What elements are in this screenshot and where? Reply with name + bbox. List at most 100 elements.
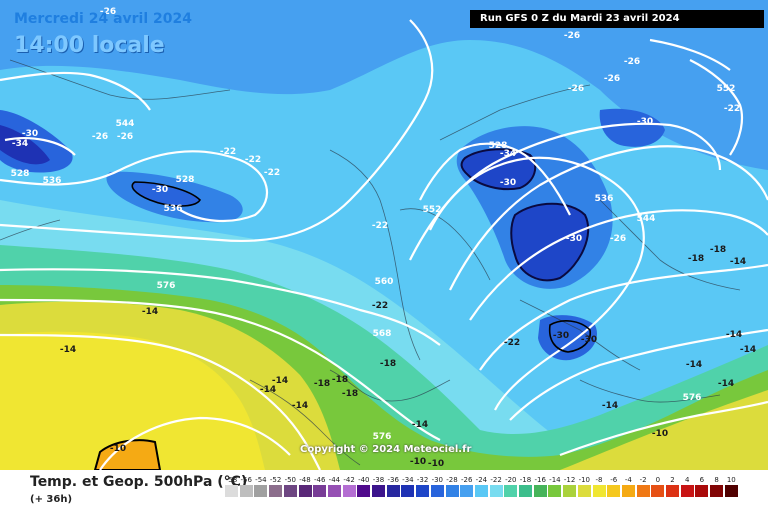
scale-tick-label: -18 (519, 476, 532, 484)
geopotential-label: 536 (164, 204, 183, 214)
scale-tick-label: -42 (343, 476, 355, 484)
scale-tick-label: -4 (624, 476, 632, 484)
geopotential-label: 576 (373, 432, 392, 442)
temperature-label: -26 (100, 7, 116, 17)
scale-swatch (724, 485, 738, 497)
geopotential-label: 552 (717, 84, 736, 94)
temperature-label: -18 (332, 375, 348, 385)
scale-tick-label: -10 (578, 476, 591, 484)
scale-swatch (357, 485, 371, 497)
temperature-label: -22 (220, 147, 236, 157)
geopotential-label: 568 (373, 329, 392, 339)
temperature-label: -18 (688, 254, 704, 264)
scale-swatch (489, 485, 503, 497)
scale-swatch (607, 485, 621, 497)
field-warmer (0, 331, 265, 470)
temperature-label: -14 (602, 401, 618, 411)
temperature-label: -30 (22, 129, 38, 139)
geopotential-contours (0, 19, 768, 470)
copyright-text: Copyright © 2024 Meteociel.fr (300, 444, 472, 455)
scale-tick-label: -26 (460, 476, 473, 484)
temperature-label: -14 (292, 401, 308, 411)
scale-tick-label: -24 (475, 476, 488, 484)
scale-swatch (401, 485, 415, 497)
temperature-label: -34 (12, 139, 28, 149)
trough-atlantic-core (132, 182, 200, 206)
scale-swatch (592, 485, 606, 497)
scale-swatch (577, 485, 591, 497)
scale-swatch (430, 485, 444, 497)
temperature-label: -26 (117, 132, 133, 142)
temperature-label: -18 (342, 389, 358, 399)
forecast-date: Mercredi 24 avril 2024 (14, 11, 192, 27)
temperature-label: -18 (710, 245, 726, 255)
forecast-local-time: 14:00 locale (14, 33, 165, 58)
temperature-label: -34 (500, 149, 516, 159)
scale-swatch (695, 485, 709, 497)
scale-swatch (548, 485, 562, 497)
map-canvas: -26-30 -26 -26-34528536544-22-22-22-305285… (0, 0, 768, 470)
trough-northwest-core (0, 125, 50, 165)
scale-swatch (651, 485, 665, 497)
scale-swatch (636, 485, 650, 497)
temperature-label: -14 (718, 379, 734, 389)
scale-tick-label: -36 (387, 476, 399, 484)
temperature-label: -30 (553, 331, 569, 341)
temperature-contours (131, 181, 592, 353)
scale-tick-label: -54 (255, 476, 267, 484)
temperature-label: -26 (92, 132, 108, 142)
scale-tick-label: -22 (490, 476, 502, 484)
temperature-label: -30 (500, 178, 516, 188)
scale-tick-label: -44 (328, 476, 341, 484)
trough-balkan (538, 315, 598, 361)
scale-swatch (460, 485, 474, 497)
field-warm-yellow-east (560, 390, 768, 470)
temperature-label: -10 (110, 444, 126, 454)
scale-swatch (710, 485, 724, 497)
geopotential-label: 576 (157, 281, 176, 291)
temperature-label: -30 (581, 335, 597, 345)
scale-tick-label: -12 (563, 476, 576, 484)
temperature-label: -14 (260, 385, 276, 395)
scale-tick-label: -32 (416, 476, 429, 484)
temperature-label: -22 (264, 168, 280, 178)
scale-swatch (239, 485, 253, 497)
scale-tick-label: 0 (655, 476, 661, 484)
temperature-label: -10 (652, 429, 668, 439)
temperature-label: -22 (245, 155, 261, 165)
scale-swatch (298, 485, 312, 497)
temperature-label: -10 (410, 457, 426, 467)
temperature-label: -14 (142, 307, 158, 317)
scale-swatch (269, 485, 283, 497)
temperature-label: -10 (428, 459, 444, 469)
geopotential-label: 560 (375, 277, 394, 287)
scale-swatch (666, 485, 679, 497)
geopotential-label: 544 (637, 214, 656, 224)
scale-tick-label: -16 (534, 476, 546, 484)
legend-subtitle: (+ 36h) (30, 494, 73, 505)
weather-map: -26 -30 -26 -26 -34 528 536 544 -22 -22 -22 -30 528 5… (0, 0, 768, 470)
temperature-label: -14 (272, 376, 288, 386)
scale-swatch (563, 485, 577, 497)
trough-russia (599, 108, 665, 147)
scale-tick-label: -48 (299, 476, 311, 484)
temperature-label: -14 (740, 345, 756, 355)
scale-tick-label: -58 (225, 476, 238, 484)
scale-swatch (386, 485, 400, 497)
scale-swatch (327, 485, 341, 497)
scale-tick-label: 2 (670, 476, 675, 484)
legend-title: Temp. et Geop. 500hPa (°C) (30, 474, 248, 490)
geopotential-label: 528 (11, 169, 30, 179)
temperature-label: -14 (726, 330, 742, 340)
scale-swatch (474, 485, 488, 497)
temperature-label: -26 (568, 84, 584, 94)
temperature-label: -22 (724, 104, 740, 114)
temperature-label: -22 (372, 221, 388, 231)
temperature-label: -30 (566, 234, 582, 244)
temperature-label: -30 (637, 117, 653, 127)
scale-tick-label: -46 (313, 476, 326, 484)
temperature-label: -14 (412, 420, 428, 430)
temperature-label: -26 (604, 74, 620, 84)
legend-bar: Temp. et Geop. 500hPa (°C) (+ 36h) -58 -5… (0, 470, 768, 512)
geopotential-label: 528 (489, 141, 508, 151)
